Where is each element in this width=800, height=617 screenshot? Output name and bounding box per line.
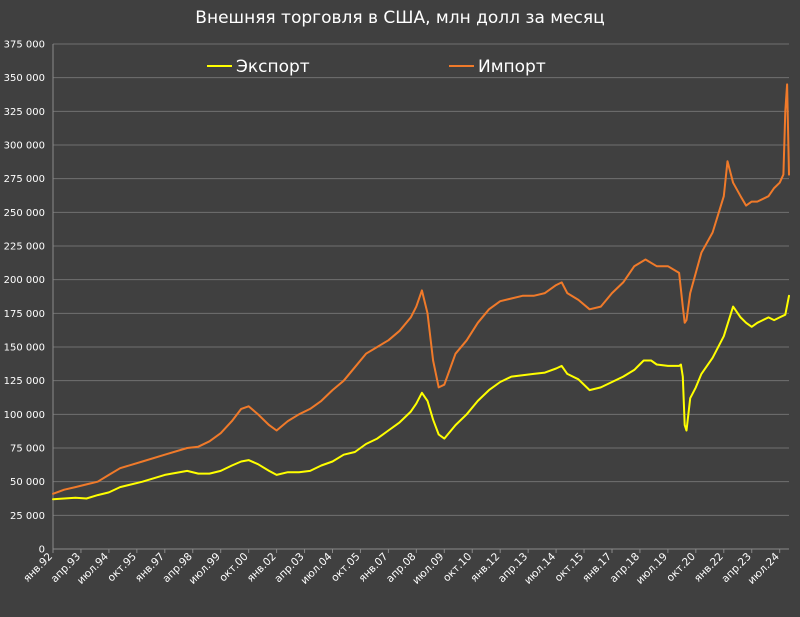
x-tick-label: июл.19 <box>634 551 670 587</box>
x-tick-label: окт.95 <box>105 551 139 585</box>
x-tick-label: янв.17 <box>580 551 614 585</box>
series-line-export <box>52 294 790 501</box>
x-tick-label: янв.22 <box>692 551 726 585</box>
x-tick-label: окт.05 <box>329 551 363 585</box>
y-tick-label: 175 000 <box>4 309 45 320</box>
y-tick-label: 200 000 <box>4 275 45 286</box>
x-tick-label: янв.02 <box>245 551 279 585</box>
series-line-import <box>52 83 790 495</box>
y-tick-label: 225 000 <box>4 242 45 253</box>
y-tick-label: 150 000 <box>4 343 45 354</box>
y-tick-label: 75 000 <box>10 444 45 455</box>
y-tick-label: 100 000 <box>4 410 45 421</box>
x-tick-label: июл.24 <box>746 550 782 586</box>
x-tick-label: янв.97 <box>133 551 167 585</box>
y-tick-label: 300 000 <box>4 141 45 152</box>
x-tick-label: июл.09 <box>410 551 446 587</box>
x-tick-label: июл.94 <box>75 550 111 586</box>
x-tick-label: янв.12 <box>468 551 502 585</box>
y-tick-label: 375 000 <box>4 40 45 51</box>
x-tick-label: окт.20 <box>664 551 698 585</box>
series-lines <box>52 83 790 501</box>
y-tick-label: 250 000 <box>4 208 45 219</box>
legend: Экспорт Импорт <box>207 57 546 77</box>
y-tick-label: 0 <box>39 545 45 556</box>
y-tick-label: 275 000 <box>4 174 45 185</box>
x-tick-label: июл.14 <box>522 550 558 586</box>
y-tick-label: 125 000 <box>4 376 45 387</box>
gridlines <box>53 43 789 550</box>
x-tick-label: янв.07 <box>357 551 391 585</box>
x-tick-label: окт.15 <box>553 551 587 585</box>
x-tick-label: янв.92 <box>21 551 55 585</box>
y-tick-label: 350 000 <box>4 73 45 84</box>
x-tick-label: окт.00 <box>217 551 251 585</box>
x-tick-label: июл.99 <box>187 551 223 587</box>
x-tick-label: окт.10 <box>441 551 475 585</box>
y-tick-label: 25 000 <box>10 511 45 522</box>
y-tick-label: 50 000 <box>10 477 45 488</box>
chart-title: Внешняя торговля в США, млн долл за меся… <box>195 8 605 28</box>
legend-label-export: Экспорт <box>236 57 310 77</box>
x-tick-label: июл.04 <box>298 550 334 586</box>
legend-label-import: Импорт <box>478 57 546 77</box>
y-tick-label: 325 000 <box>4 107 45 118</box>
